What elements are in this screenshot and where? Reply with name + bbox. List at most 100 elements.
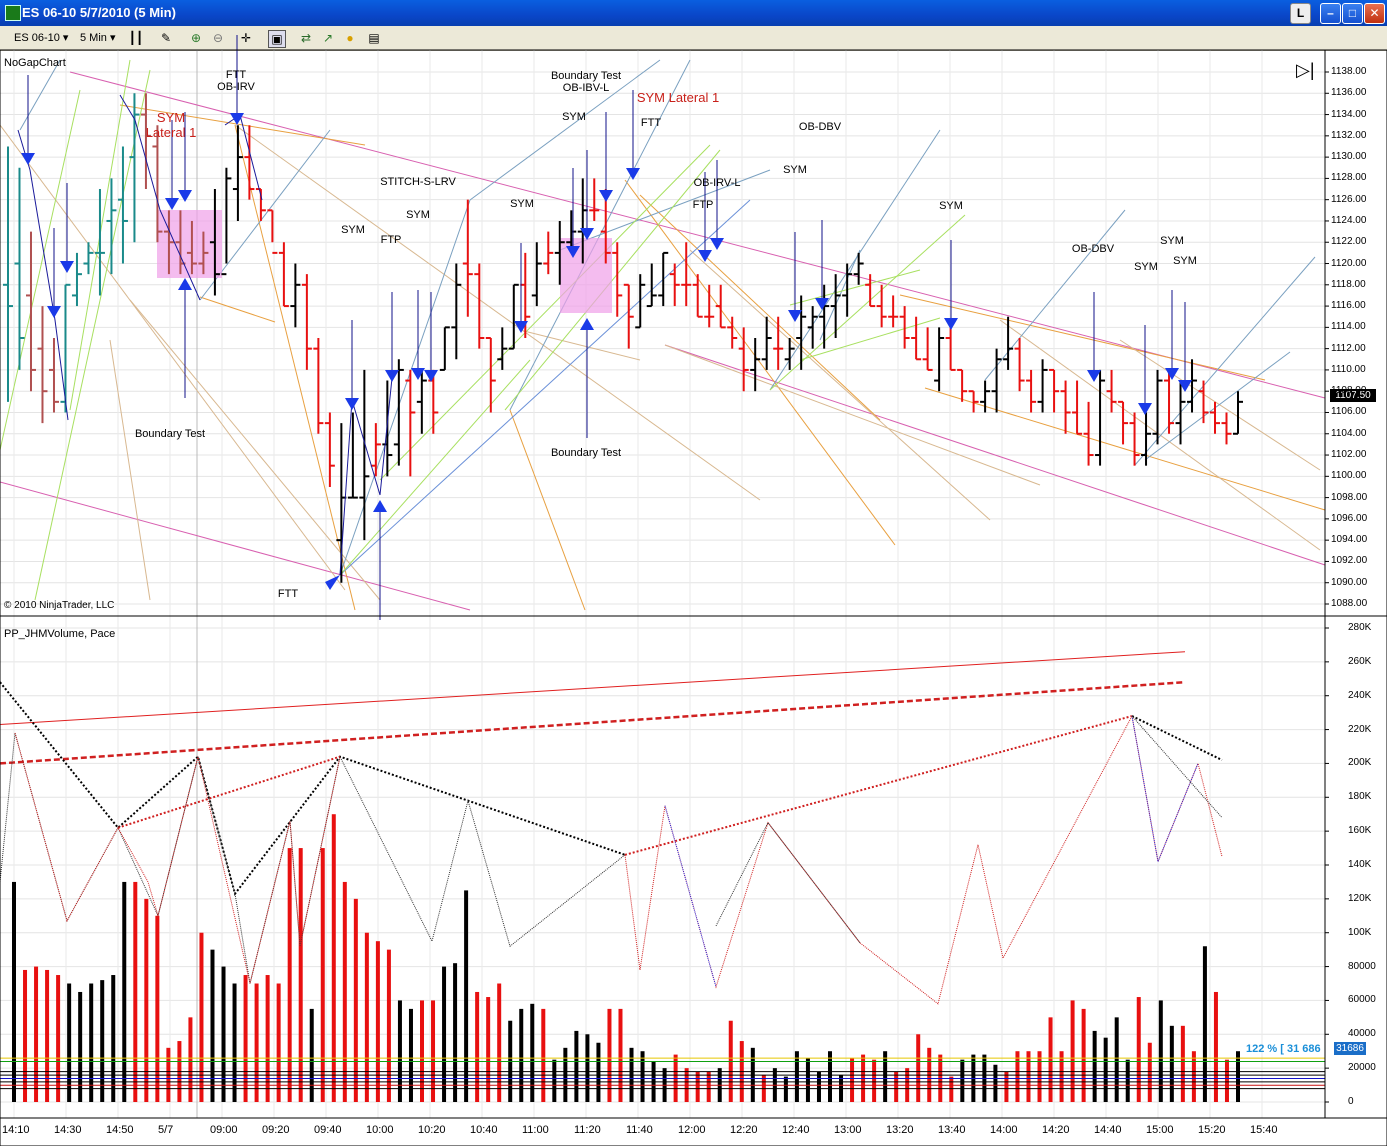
window-titlebar: ES 06-10 5/7/2010 (5 Min) L – □ ✕	[0, 0, 1387, 26]
volume-bar	[629, 1047, 634, 1102]
signal-arrow	[385, 370, 399, 382]
trend-line	[1144, 351, 1291, 461]
volume-bar	[34, 966, 39, 1102]
chart-annotation: SYM	[1134, 261, 1158, 273]
trend-line	[819, 249, 861, 341]
volume-bar	[971, 1054, 976, 1102]
volume-bar	[1114, 1017, 1119, 1102]
price-tick: 1138.00	[1331, 66, 1367, 77]
volume-bar	[938, 1054, 943, 1102]
time-tick: 09:00	[210, 1124, 238, 1136]
volume-bar	[563, 1047, 568, 1102]
trend-line	[339, 359, 531, 576]
maximize-button[interactable]: □	[1342, 3, 1363, 24]
volume-bar	[408, 1008, 413, 1102]
trend-line	[129, 299, 381, 601]
zoom-out-icon[interactable]: ⊖	[212, 31, 224, 45]
chart-annotation: SYM	[783, 164, 807, 176]
volume-bar	[155, 915, 160, 1102]
minimize-button[interactable]: –	[1320, 3, 1341, 24]
volume-bar	[309, 1008, 314, 1102]
volume-bar	[210, 949, 215, 1102]
time-tick: 15:20	[1198, 1124, 1226, 1136]
volume-bar	[1158, 1000, 1163, 1102]
volume-bar	[78, 991, 83, 1102]
instrument-selector[interactable]: ES 06-10 ▾	[14, 32, 69, 44]
scroll-end-icon[interactable]: ▷|	[1296, 60, 1315, 80]
time-tick: 5/7	[158, 1124, 174, 1136]
chart-annotation: FTT	[277, 588, 299, 600]
bar-type-icon[interactable]: ┃┃	[128, 31, 144, 45]
volume-bar	[1169, 1025, 1174, 1102]
strategy-icon[interactable]: ⇄	[300, 31, 312, 45]
volume-bar	[1037, 1051, 1042, 1102]
volume-bar	[431, 1000, 436, 1102]
chart-annotation: SYM	[156, 110, 186, 125]
volume-bar	[872, 1059, 877, 1102]
trend-line	[799, 317, 941, 361]
money-icon[interactable]: ●	[346, 31, 354, 45]
signal-arrow	[626, 168, 640, 180]
time-tick: 14:40	[1094, 1124, 1122, 1136]
pace-zigzag	[664, 805, 717, 988]
price-tick: 1124.00	[1331, 214, 1367, 226]
volume-tick: 220K	[1348, 723, 1372, 735]
highlight-zone	[157, 210, 222, 278]
signal-arrow	[710, 238, 724, 250]
data-box-icon[interactable]: ▤	[368, 31, 380, 45]
current-volume-flag: 31686	[1334, 1042, 1366, 1055]
price-tick: 1108.00	[1331, 385, 1367, 397]
interval-selector[interactable]: 5 Min ▾	[80, 32, 116, 44]
time-tick: 13:00	[834, 1124, 862, 1136]
volume-tick: 80000	[1348, 960, 1376, 972]
close-button[interactable]: ✕	[1364, 3, 1385, 24]
chart-annotation: Boundary Test	[550, 70, 622, 82]
volume-bar	[166, 1047, 171, 1102]
price-panel-name: NoGapChart	[4, 57, 66, 69]
volume-bar	[1136, 997, 1141, 1102]
volume-bar	[519, 1008, 524, 1102]
volume-tick: 100K	[1348, 926, 1372, 938]
trend-line	[34, 69, 151, 601]
time-tick: 10:40	[470, 1124, 498, 1136]
price-tick: 1134.00	[1331, 108, 1367, 120]
time-tick: 12:20	[730, 1124, 758, 1136]
time-tick: 10:00	[366, 1124, 394, 1136]
chart-annotation: SYM	[1173, 255, 1197, 267]
link-button[interactable]: L	[1290, 3, 1311, 24]
crosshair-icon[interactable]: ✛	[240, 31, 252, 45]
properties-icon[interactable]: ▣	[268, 30, 286, 48]
price-tick: 1094.00	[1331, 534, 1368, 546]
volume-bar	[828, 1051, 832, 1102]
signal-arrow	[944, 318, 958, 330]
volume-bar	[982, 1054, 987, 1102]
volume-bar	[386, 949, 391, 1102]
pace-trend-line	[0, 680, 1186, 765]
volume-bar	[1180, 1025, 1185, 1102]
signal-arrow	[580, 318, 594, 330]
signal-arrow	[60, 261, 74, 273]
indicators-icon[interactable]: ↗	[322, 31, 334, 45]
volume-bar	[1004, 1071, 1009, 1102]
signal-arrow	[815, 298, 829, 310]
chart-annotation: SYM	[341, 224, 365, 236]
pencil-icon[interactable]: ✎	[160, 31, 172, 45]
signal-arrow	[1165, 368, 1179, 380]
volume-bar	[1015, 1051, 1020, 1102]
signal-arrow	[165, 198, 179, 210]
volume-bar	[993, 1064, 998, 1102]
volume-bar	[552, 1059, 557, 1102]
trend-line	[0, 89, 81, 451]
signal-arrow	[1178, 380, 1192, 392]
volume-bar	[739, 1041, 744, 1102]
volume-bar	[397, 1000, 402, 1102]
zoom-in-icon[interactable]: ⊕	[190, 31, 202, 45]
price-tick: 1092.00	[1331, 555, 1368, 567]
price-tick: 1096.00	[1331, 512, 1368, 524]
price-tick: 1098.00	[1331, 491, 1368, 503]
signal-arrow	[599, 190, 613, 202]
trend-line	[199, 129, 331, 301]
volume-tick: 280K	[1348, 622, 1372, 633]
volume-bar	[651, 1061, 656, 1102]
